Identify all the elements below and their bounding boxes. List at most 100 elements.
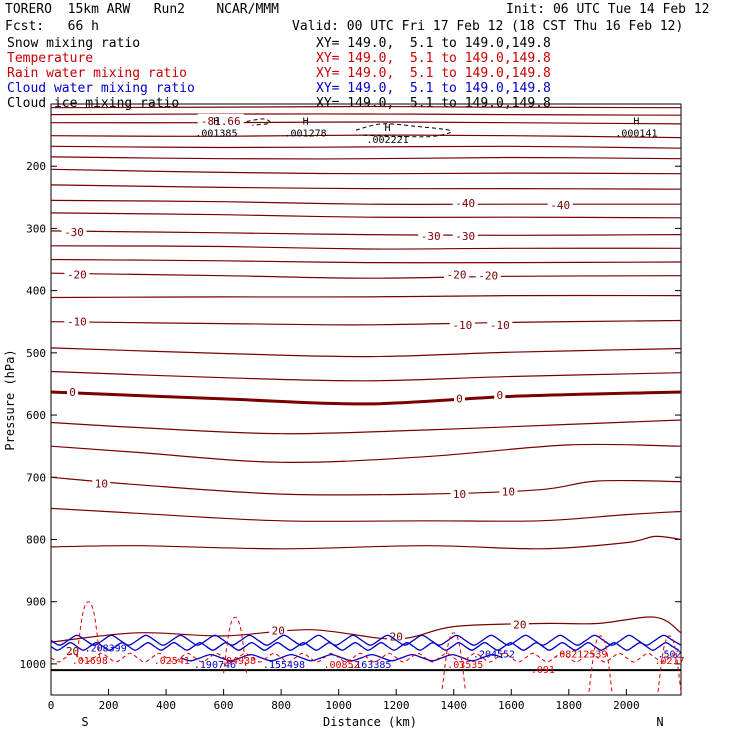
y-tick-label: 600: [26, 409, 46, 422]
ice-max-marker: H: [633, 117, 639, 128]
north-label: N: [656, 715, 663, 729]
isotherm-line: [50, 347, 682, 358]
y-tick-label: 400: [26, 285, 46, 298]
isotherm-line: [50, 134, 682, 139]
isotherm-line: [50, 616, 682, 643]
isotherm-line: [50, 319, 682, 326]
rain-value: .02541: [154, 656, 190, 667]
isotherm-line: [50, 507, 682, 522]
cloud-water-contour: [50, 642, 680, 651]
y-axis-title: Pressure (hPa): [3, 349, 17, 450]
isotherm-line: [50, 419, 682, 435]
isotherm-line: [50, 370, 682, 382]
legend-temperature: Temperature: [7, 51, 94, 66]
isotherm-line: [50, 535, 682, 550]
model-title: TORERO 15km ARW Run2 NCAR/MMM: [5, 2, 279, 17]
y-tick-label: 500: [26, 347, 46, 360]
isotherm-label-bg: [197, 113, 244, 127]
isotherm-label-bg: [64, 314, 90, 328]
isotherm-label-bg: [269, 623, 288, 637]
isotherm-label-bg: [547, 197, 573, 211]
isotherm-line: [50, 145, 682, 149]
isotherm-line: [50, 443, 682, 464]
isotherm-label-bg: [510, 617, 529, 631]
cloud-water-contour: [50, 634, 682, 646]
isotherm-label-bg: [387, 629, 406, 643]
cloud-water-contour: [180, 653, 503, 662]
isotherm-label: 10: [453, 488, 466, 501]
isotherm-label: -30: [64, 226, 84, 239]
cloud-water-value: .502: [657, 650, 681, 661]
legend-rain-xy: XY= 149.0, 5.1 to 149.0,149.8: [316, 66, 551, 81]
legend-temperature-xy: XY= 149.0, 5.1 to 149.0,149.8: [316, 51, 551, 66]
isotherm-line: [50, 105, 682, 109]
y-tick-label: 900: [26, 596, 46, 609]
x-tick-label: 2000: [613, 699, 640, 712]
isotherm-label: 20: [513, 619, 526, 632]
x-tick-label: 1200: [383, 699, 410, 712]
ice-max-value: .001278: [285, 129, 327, 140]
isotherm-label: 20: [272, 624, 285, 637]
isotherm-label: -81.66: [201, 115, 241, 128]
x-axis-title: Distance (km): [323, 715, 417, 729]
isotherm-label-bg: [418, 228, 444, 242]
isotherm-label: 0: [456, 392, 463, 405]
x-tick-label: 1600: [498, 699, 525, 712]
x-tick-label: 1000: [325, 699, 352, 712]
rain-value: .00852: [323, 660, 359, 671]
ice-max-marker: H: [385, 123, 391, 134]
legend-snow: Snow mixing ratio: [7, 36, 141, 51]
rain-value: .0217: [654, 656, 684, 667]
isotherm-label: -20: [447, 268, 467, 281]
legend-cloud-water-xy: XY= 149.0, 5.1 to 149.0,149.8: [316, 81, 551, 96]
x-tick-label: 1400: [440, 699, 467, 712]
rain-contour: [223, 616, 248, 674]
rain-value: .03535: [447, 660, 483, 671]
y-tick-label: 800: [26, 533, 46, 546]
plot-frame: [50, 103, 682, 696]
isotherm-label: -30: [421, 230, 441, 243]
isotherm-label-bg: [61, 225, 87, 239]
isotherm-line: [50, 258, 682, 264]
isotherm-label-bg: [499, 484, 518, 498]
isotherm-label-bg: [449, 317, 475, 331]
isotherm-label: -40: [550, 199, 570, 212]
isotherm-label-bg: [452, 228, 478, 242]
ice-max-value: .001385: [195, 129, 237, 140]
rain-value: .08212539: [553, 650, 607, 661]
rain-contour: [50, 652, 677, 663]
rain-value: .01698: [72, 656, 108, 667]
forecast-hour: Fcst: 66 h: [5, 19, 99, 34]
isotherm-line: [50, 245, 682, 250]
x-tick-label: 200: [99, 699, 119, 712]
isotherm-label: 0: [496, 389, 503, 402]
isotherm-label: 0: [69, 386, 76, 399]
isotherm-label: -30: [455, 230, 475, 243]
ice-max-value: .000141: [615, 129, 657, 140]
isotherm-label: 10: [95, 477, 108, 490]
y-tick-label: 1000: [20, 658, 47, 671]
isotherm-line: [50, 156, 682, 160]
x-tick-label: 1800: [556, 699, 583, 712]
valid-time: Valid: 00 UTC Fri 17 Feb 12 (18 CST Thu …: [292, 19, 684, 34]
isotherm-line: [50, 476, 682, 496]
cloud-water-value: .204552: [473, 650, 515, 661]
y-tick-label: 200: [26, 160, 46, 173]
isotherm-label-bg: [494, 388, 506, 402]
isotherm-line: [50, 272, 682, 279]
rain-value: .091: [531, 665, 555, 676]
legend-snow-xy: XY= 149.0, 5.1 to 149.0,149.8: [316, 36, 551, 51]
isotherm-line: [50, 212, 682, 219]
isotherm-label-bg: [444, 267, 470, 281]
x-tick-label: 0: [48, 699, 55, 712]
cloud-water-value: .190746: [194, 660, 236, 671]
isotherm-label: -10: [490, 319, 510, 332]
isotherm-label-bg: [452, 195, 478, 209]
isotherm-line: [50, 121, 682, 125]
legend-cloud-water: Cloud water mixing ratio: [7, 81, 195, 96]
legend-rain: Rain water mixing ratio: [7, 66, 188, 81]
isotherm-label-bg: [475, 268, 501, 282]
isotherm-line: [50, 168, 682, 175]
isotherm-label-bg: [453, 391, 465, 405]
